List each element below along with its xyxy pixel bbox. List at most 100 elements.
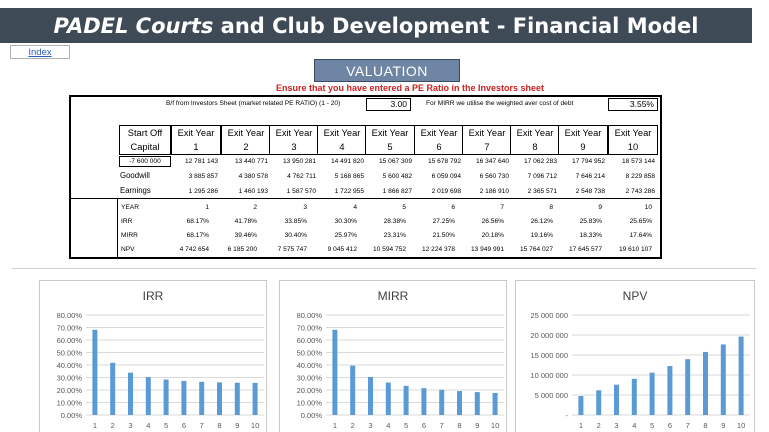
bar xyxy=(181,380,187,415)
exit-year-header-1-line-0: Exit Year xyxy=(177,128,215,138)
x-tick-label: 1 xyxy=(333,421,337,430)
bar xyxy=(199,381,205,415)
exit-year-header-9-line-0: Exit Year xyxy=(564,128,602,138)
year-value-9: 9 xyxy=(598,204,602,211)
bar xyxy=(738,336,744,415)
pe-ratio-label: B/f from Investors Sheet (market related… xyxy=(166,100,341,107)
pe-ratio-input[interactable]: 3.00 xyxy=(366,98,411,111)
irr-value-9: 25.83% xyxy=(579,218,602,225)
y-tick-label: 80.00% xyxy=(57,311,83,320)
exit-year-header-5: Exit Year 5 xyxy=(365,125,415,155)
year-value-10: 10 xyxy=(644,204,652,211)
y-tick-label: 5 000 000 xyxy=(535,391,568,400)
bar xyxy=(703,351,708,415)
goodwill-value-7: 6 560 730 xyxy=(479,173,509,180)
y-tick-label: 20 000 000 xyxy=(530,331,568,340)
title-rest: and Club Development - Financial Model xyxy=(213,13,699,38)
bar xyxy=(332,329,338,415)
bar xyxy=(368,377,373,415)
bar xyxy=(474,392,480,415)
irr-value-10: 25.65% xyxy=(629,218,652,225)
exit-value-10: 18 573 144 xyxy=(621,158,655,165)
exit-year-header-5-line-0: Exit Year xyxy=(371,128,409,138)
x-tick-label: 5 xyxy=(404,421,408,430)
exit-year-header-6-line-1: 6 xyxy=(436,142,442,152)
exit-value-1: 12 781 143 xyxy=(184,158,218,165)
start-capital-value: -7 600 000 xyxy=(119,156,171,167)
y-tick-label: 30.00% xyxy=(297,374,323,383)
exit-year-header-10-line-1: 10 xyxy=(627,142,639,152)
mirr-label: MIRR xyxy=(121,232,138,239)
bar xyxy=(234,382,240,415)
bar xyxy=(350,365,356,415)
mirr-rate-label: For MIRR we utilise the weighted aver co… xyxy=(426,100,574,107)
x-tick-label: 6 xyxy=(182,421,186,430)
x-tick-label: 8 xyxy=(703,421,707,430)
y-tick-label: 10.00% xyxy=(297,399,323,408)
x-tick-label: 10 xyxy=(491,421,499,430)
year-value-7: 7 xyxy=(500,204,504,211)
goodwill-value-10: 8 229 858 xyxy=(625,173,655,180)
mirr-value-6: 21.50% xyxy=(432,232,455,239)
mirr-value-4: 25.97% xyxy=(334,232,357,239)
x-tick-label: 9 xyxy=(475,421,479,430)
exit-year-header-10: Exit Year 10 xyxy=(608,125,658,155)
bar xyxy=(110,362,116,415)
year-value-2: 2 xyxy=(253,204,257,211)
valuation-button[interactable]: VALUATION xyxy=(314,59,460,82)
bar xyxy=(421,388,427,415)
earnings-value-7: 2 186 910 xyxy=(479,188,509,195)
earnings-value-10: 2 743 286 xyxy=(625,188,655,195)
chart-npv: NPV - 5 000 000 10 000 000 15 000 000 20 000 … xyxy=(515,280,755,432)
x-tick-label: 6 xyxy=(422,421,426,430)
year-value-4: 4 xyxy=(353,204,357,211)
mirr-value-9: 18.33% xyxy=(579,232,602,239)
bar xyxy=(649,372,655,415)
y-tick-label: 15 000 000 xyxy=(530,351,568,360)
exit-year-header-9: Exit Year 9 xyxy=(558,125,608,155)
bar xyxy=(145,377,151,415)
mirr-rate-input[interactable]: 3.55% xyxy=(608,98,658,111)
year-value-3: 3 xyxy=(303,204,307,211)
irr-value-6: 27.25% xyxy=(432,218,455,225)
y-tick-label: 70.00% xyxy=(57,324,83,333)
y-tick-label: 0.00% xyxy=(61,411,83,420)
npv-value-3: 7 575 747 xyxy=(277,246,307,253)
start-capital-header: Start Off Capital xyxy=(119,125,171,155)
earnings-value-8: 2 365 571 xyxy=(527,188,557,195)
bar xyxy=(385,382,391,415)
bar xyxy=(439,389,445,415)
chart-mirr: MIRR 0.00% 10.00% 20.00% 30.00% 40.00% 50.00% 6… xyxy=(279,280,507,432)
exit-value-6: 15 678 792 xyxy=(427,158,461,165)
chart-irr: IRR 0.00% 10.00% 20.00% 30.00% 40.00% 50.00% 60… xyxy=(39,280,267,432)
npv-value-10: 19 610 107 xyxy=(618,246,652,253)
y-tick-label: - xyxy=(566,411,569,420)
x-tick-label: 9 xyxy=(235,421,239,430)
chart-title: NPV xyxy=(622,289,648,303)
irr-label: IRR xyxy=(121,218,133,225)
exit-year-header-4: Exit Year 4 xyxy=(317,125,367,155)
bar xyxy=(128,372,133,415)
start-capital-header-line-0: Start Off xyxy=(127,128,163,138)
x-tick-label: 10 xyxy=(737,421,745,430)
bar xyxy=(163,379,169,415)
earnings-value-2: 1 460 193 xyxy=(238,188,268,195)
index-link[interactable]: Index xyxy=(10,45,70,59)
chart-plot: 0.00% 10.00% 20.00% 30.00% 40.00% 50.00% 60.00… xyxy=(57,311,264,430)
exit-year-header-1-line-1: 1 xyxy=(193,142,199,152)
exit-year-header-7-line-1: 7 xyxy=(484,142,490,152)
earnings-value-1: 1 295 286 xyxy=(188,188,218,195)
x-tick-label: 4 xyxy=(146,421,150,430)
bar xyxy=(720,344,726,415)
x-tick-label: 8 xyxy=(457,421,461,430)
npv-value-5: 10 594 752 xyxy=(372,246,406,253)
chart-title: MIRR xyxy=(377,289,409,303)
x-tick-label: 4 xyxy=(386,421,390,430)
npv-value-2: 6 185 200 xyxy=(227,246,257,253)
chart-plot: 0.00% 10.00% 20.00% 30.00% 40.00% 50.00% 60.00… xyxy=(297,311,504,430)
table-divider xyxy=(71,198,660,199)
bar xyxy=(596,390,602,415)
chart-title: IRR xyxy=(142,289,164,303)
goodwill-value-2: 4 380 578 xyxy=(238,173,268,180)
bar xyxy=(252,382,258,415)
